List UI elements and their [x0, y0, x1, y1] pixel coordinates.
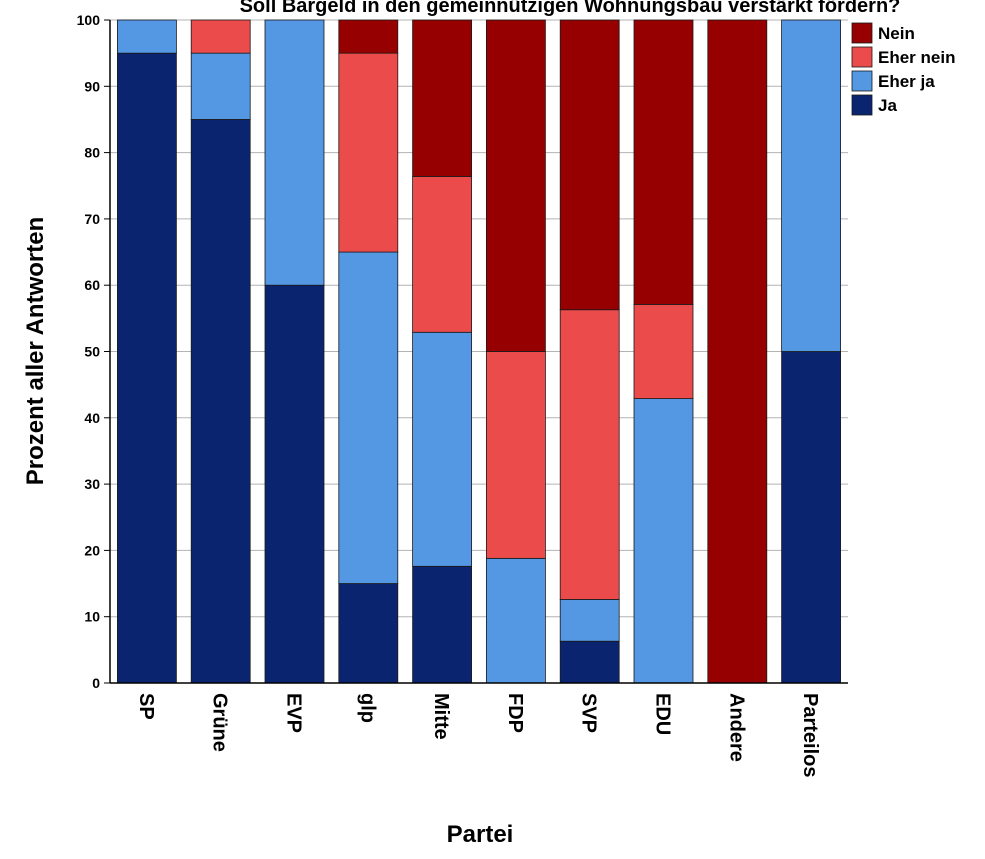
x-category-label: glp	[356, 693, 378, 723]
bar-segment	[485, 351, 546, 559]
chart-title: Soll Bargeld in den gemeinnützigen Wohnu…	[240, 0, 901, 17]
y-tick-label: 100	[77, 12, 101, 28]
y-tick-label: 30	[84, 476, 100, 492]
axes	[109, 20, 848, 684]
x-category-label: Mitte	[430, 693, 452, 740]
bar-segment	[117, 52, 177, 684]
bar-segment	[781, 351, 841, 684]
x-category-label: Grüne	[209, 693, 231, 752]
bar-segment	[485, 557, 546, 684]
bar-segment	[338, 19, 399, 54]
bar-segment	[707, 19, 768, 684]
y-tick-label: 0	[92, 675, 100, 691]
legend-label: Nein	[878, 24, 915, 43]
y-tick-label: 10	[84, 609, 100, 625]
y-axis-title: Prozent aller Antworten	[22, 217, 49, 485]
legend-swatch	[851, 94, 873, 116]
y-tick-label: 70	[84, 211, 100, 227]
bar-segment	[117, 19, 177, 54]
bar-segment	[338, 583, 399, 684]
y-tick-labels: 0 10 20 30 40 50 60 70 80 90 100	[77, 12, 101, 691]
x-category-label: Andere	[725, 693, 747, 762]
bar-segment	[559, 640, 620, 684]
bar-segment	[633, 398, 694, 684]
y-tick-label: 60	[84, 277, 100, 293]
bar-segment	[338, 251, 399, 584]
x-category-labels: SP Grüne EVP glp Mitte FDP SVP EDU Andere Parteil…	[135, 693, 821, 777]
y-tick-label: 80	[84, 145, 100, 161]
bar-segment	[190, 19, 251, 54]
x-axis-title: Partei	[447, 821, 514, 848]
bar-segment	[412, 331, 473, 567]
bar-segment	[264, 19, 325, 286]
bar-segment	[559, 19, 620, 311]
bar-segment	[412, 176, 473, 333]
bar-segment	[412, 19, 473, 177]
x-category-label: SVP	[578, 693, 600, 733]
x-category-label: EVP	[283, 693, 305, 733]
y-tick-label: 20	[84, 542, 100, 558]
bar-segment	[485, 19, 546, 352]
y-tick-label: 50	[84, 344, 100, 360]
legend-label: Ja	[878, 96, 897, 115]
y-tick-label: 90	[84, 78, 100, 94]
x-category-label: Parteilos	[799, 693, 821, 777]
legend-label: Eher ja	[878, 72, 935, 91]
legend-label: Eher nein	[878, 48, 955, 67]
bar-segment	[633, 19, 694, 305]
bar-segment	[338, 52, 399, 253]
bar-segment	[190, 119, 251, 684]
bar-segment	[559, 599, 620, 642]
legend: Nein Eher nein Eher ja Ja	[851, 22, 955, 116]
bar-segment	[264, 284, 325, 684]
bar-segment	[633, 304, 694, 399]
legend-swatch	[851, 22, 873, 44]
legend-swatch	[851, 46, 873, 68]
legend-swatch	[851, 70, 873, 92]
bar-segment	[781, 19, 841, 352]
x-category-label: SP	[135, 693, 157, 720]
bar-segment	[559, 309, 620, 600]
y-tick-label: 40	[84, 410, 100, 426]
bar-segment	[412, 565, 473, 684]
x-category-label: FDP	[504, 693, 526, 733]
x-category-label: EDU	[652, 693, 674, 735]
bar-segment	[190, 52, 251, 120]
